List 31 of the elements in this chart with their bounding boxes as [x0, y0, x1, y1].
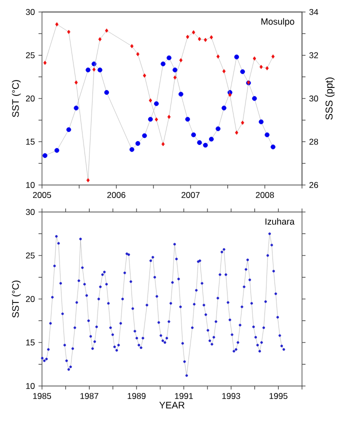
x-tick-label: 1989: [128, 393, 146, 399]
x-axis-title: YEAR: [159, 402, 184, 408]
y-tick-label: 20: [26, 96, 35, 102]
x-tick-label: 1995: [270, 393, 288, 399]
y2-tick-label: 32: [309, 52, 318, 58]
y-axis-title: SST (°C): [12, 80, 21, 118]
y-tick-label: 15: [26, 340, 35, 346]
y-tick-label: 20: [26, 296, 35, 302]
y-tick-label: 10: [26, 182, 35, 188]
y-tick-label: 15: [26, 138, 35, 145]
y-tick-label: 10: [26, 383, 35, 389]
y-tick-label: 30: [26, 9, 35, 15]
y2-tick-label: 28: [309, 138, 318, 145]
y2-tick-label: 30: [309, 96, 318, 102]
x-tick-label: 1991: [175, 393, 193, 399]
x-tick-label: 1987: [80, 393, 98, 399]
x-tick-label: 1985: [33, 393, 52, 399]
x-tick-label: 2007: [182, 192, 200, 198]
y2-tick-label: 34: [309, 9, 318, 15]
y-tick-label: 30: [26, 209, 35, 215]
y2-tick-label: 26: [309, 182, 318, 188]
x-tick-label: 2005: [33, 192, 52, 198]
y2-axis-title: SSS (ppt): [325, 78, 335, 120]
y-axis-title: SST (°C): [12, 280, 21, 318]
y-tick-label: 25: [26, 52, 35, 58]
text: Mosulpo: [261, 18, 294, 26]
x-tick-label: 2008: [256, 192, 274, 198]
x-tick-label: 1993: [222, 393, 240, 399]
text: Izuhara: [266, 218, 295, 225]
x-tick-label: 2006: [107, 192, 126, 198]
y-tick-label: 25: [26, 252, 35, 258]
